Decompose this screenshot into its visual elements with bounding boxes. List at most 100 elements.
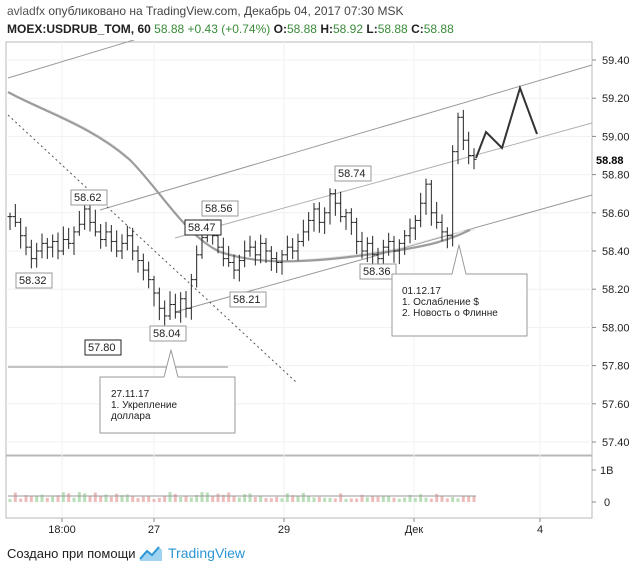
volume-bar	[397, 498, 401, 502]
ohlc-bar	[402, 230, 408, 255]
ohlc-bar	[290, 238, 296, 260]
high-label: H:	[320, 22, 333, 36]
open-value: 58.88	[286, 22, 317, 36]
ohlc-bar	[338, 191, 344, 223]
ohlc-bar	[274, 251, 280, 273]
volume-pane[interactable]	[5, 455, 593, 519]
volume-bar	[440, 495, 444, 502]
ohlc-bar	[76, 210, 82, 236]
last-price-marker: 58.88	[594, 152, 638, 168]
volume-bar	[403, 497, 407, 502]
volume-bar	[323, 497, 327, 502]
ohlc-bar	[236, 254, 242, 282]
ohlc-bar	[263, 238, 269, 264]
volume-bar	[467, 495, 471, 502]
price-axis-label: 59.00	[602, 131, 630, 143]
ohlc-bar	[306, 212, 312, 241]
annotation-2-line-3: 2. Новость о Флинне	[402, 308, 498, 319]
ohlc-bar	[146, 261, 152, 289]
price-pane[interactable]	[5, 41, 593, 456]
volume-bar	[45, 497, 49, 502]
price-axis-label: 58.60	[602, 208, 630, 220]
ohlc-bar	[55, 232, 61, 260]
price-labels: 58.62 58.32 58.56 58.47 58.21 58.04 58.7…	[15, 165, 397, 356]
ohlc-bar	[418, 192, 424, 228]
time-axis-label: 4	[537, 524, 543, 536]
volume-bar	[269, 498, 273, 502]
volume-bar	[333, 498, 337, 502]
ohlc-bar	[98, 223, 104, 249]
low-value: 58.88	[377, 22, 408, 36]
ohlc-bar	[114, 230, 120, 258]
ohlc-bar	[130, 227, 136, 261]
annotation-callout-27-11[interactable]: 27.11.17 1. Укрепление доллара	[99, 349, 236, 434]
volume-bar	[147, 495, 151, 502]
ohlc-bar	[434, 201, 440, 229]
annotation-callout-01-12[interactable]: 01.12.17 1. Ослабление $ 2. Новость о Фл…	[391, 244, 528, 337]
volume-bar	[189, 497, 193, 502]
volume-bar	[371, 496, 375, 502]
volume-bar	[365, 497, 369, 502]
volume-bar	[344, 498, 348, 502]
ohlc-bar	[466, 131, 472, 165]
ohlc-bar	[386, 232, 392, 256]
ohlc-bar	[156, 287, 162, 321]
price-chart[interactable]: 59.40 59.20 59.00 58.80 58.60 58.40 58.20 58.00…	[0, 40, 644, 536]
ohlc-bar	[268, 246, 274, 271]
close-value: 58.88	[423, 22, 454, 36]
ohlc-bar	[252, 240, 258, 266]
moving-average-bold	[7, 91, 471, 263]
ohlc-bar	[194, 245, 200, 288]
ohlc-bar	[423, 178, 429, 215]
volume-bar	[125, 494, 129, 502]
upper-channel-line[interactable]	[99, 64, 593, 211]
volume-bar	[179, 497, 183, 502]
volume-bar	[104, 494, 108, 502]
volume-bar	[168, 492, 172, 502]
volume-bar	[216, 493, 220, 502]
volume-bar	[232, 495, 236, 502]
volume-bar	[472, 496, 476, 502]
volume-bar	[339, 493, 343, 502]
time-axis[interactable]: 18:00 27 29 Дек 4	[48, 518, 543, 536]
volume-bar	[392, 497, 396, 502]
downtrend-dotted-line[interactable]	[7, 114, 297, 383]
upper-channel-top-line[interactable]	[7, 40, 180, 79]
ohlc-bar	[412, 215, 418, 240]
ohlc-bar	[391, 235, 397, 263]
volume-bar	[195, 494, 199, 502]
price-axis[interactable]: 59.40 59.20 59.00 58.80 58.60 58.40 58.20 58.00…	[592, 55, 630, 449]
ohlc-bar	[332, 189, 338, 216]
volume-bar	[408, 494, 412, 502]
volume-bar	[173, 493, 177, 502]
volume-bar	[445, 498, 449, 502]
volume-bar	[136, 498, 140, 502]
ohlc-bar	[28, 239, 34, 269]
tradingview-logo-icon[interactable]	[139, 544, 163, 562]
ohlc-bar	[279, 249, 285, 275]
middle-channel-line[interactable]	[174, 122, 593, 239]
projection-path[interactable]	[475, 84, 538, 159]
volume-bar	[205, 492, 209, 502]
volume-bar	[163, 496, 167, 502]
volume-bar	[56, 495, 60, 502]
author-link[interactable]: avladfx	[7, 4, 46, 18]
volume-bar	[13, 492, 17, 502]
volume-bar	[387, 495, 391, 502]
volume-bar	[61, 492, 65, 502]
ohlc-bar	[407, 218, 413, 244]
volume-bar	[93, 492, 97, 502]
price-axis-label: 58.40	[602, 246, 630, 258]
ohlc-bar	[119, 234, 125, 260]
price-axis-label: 59.40	[602, 55, 630, 67]
tradingview-brand-link[interactable]: TradingView	[168, 545, 246, 561]
time-axis-label: 18:00	[48, 524, 76, 536]
published-text: опубликовано на TradingView.com, Декабрь…	[48, 4, 404, 18]
volume-tick-0: 0	[604, 497, 610, 509]
volume-bar	[419, 494, 423, 502]
volume-bar	[8, 499, 12, 502]
price-label-58-04: 58.04	[153, 328, 181, 340]
price-label-58-62: 58.62	[74, 192, 102, 204]
volume-bar	[307, 495, 311, 502]
ohlc-bar	[71, 226, 77, 256]
